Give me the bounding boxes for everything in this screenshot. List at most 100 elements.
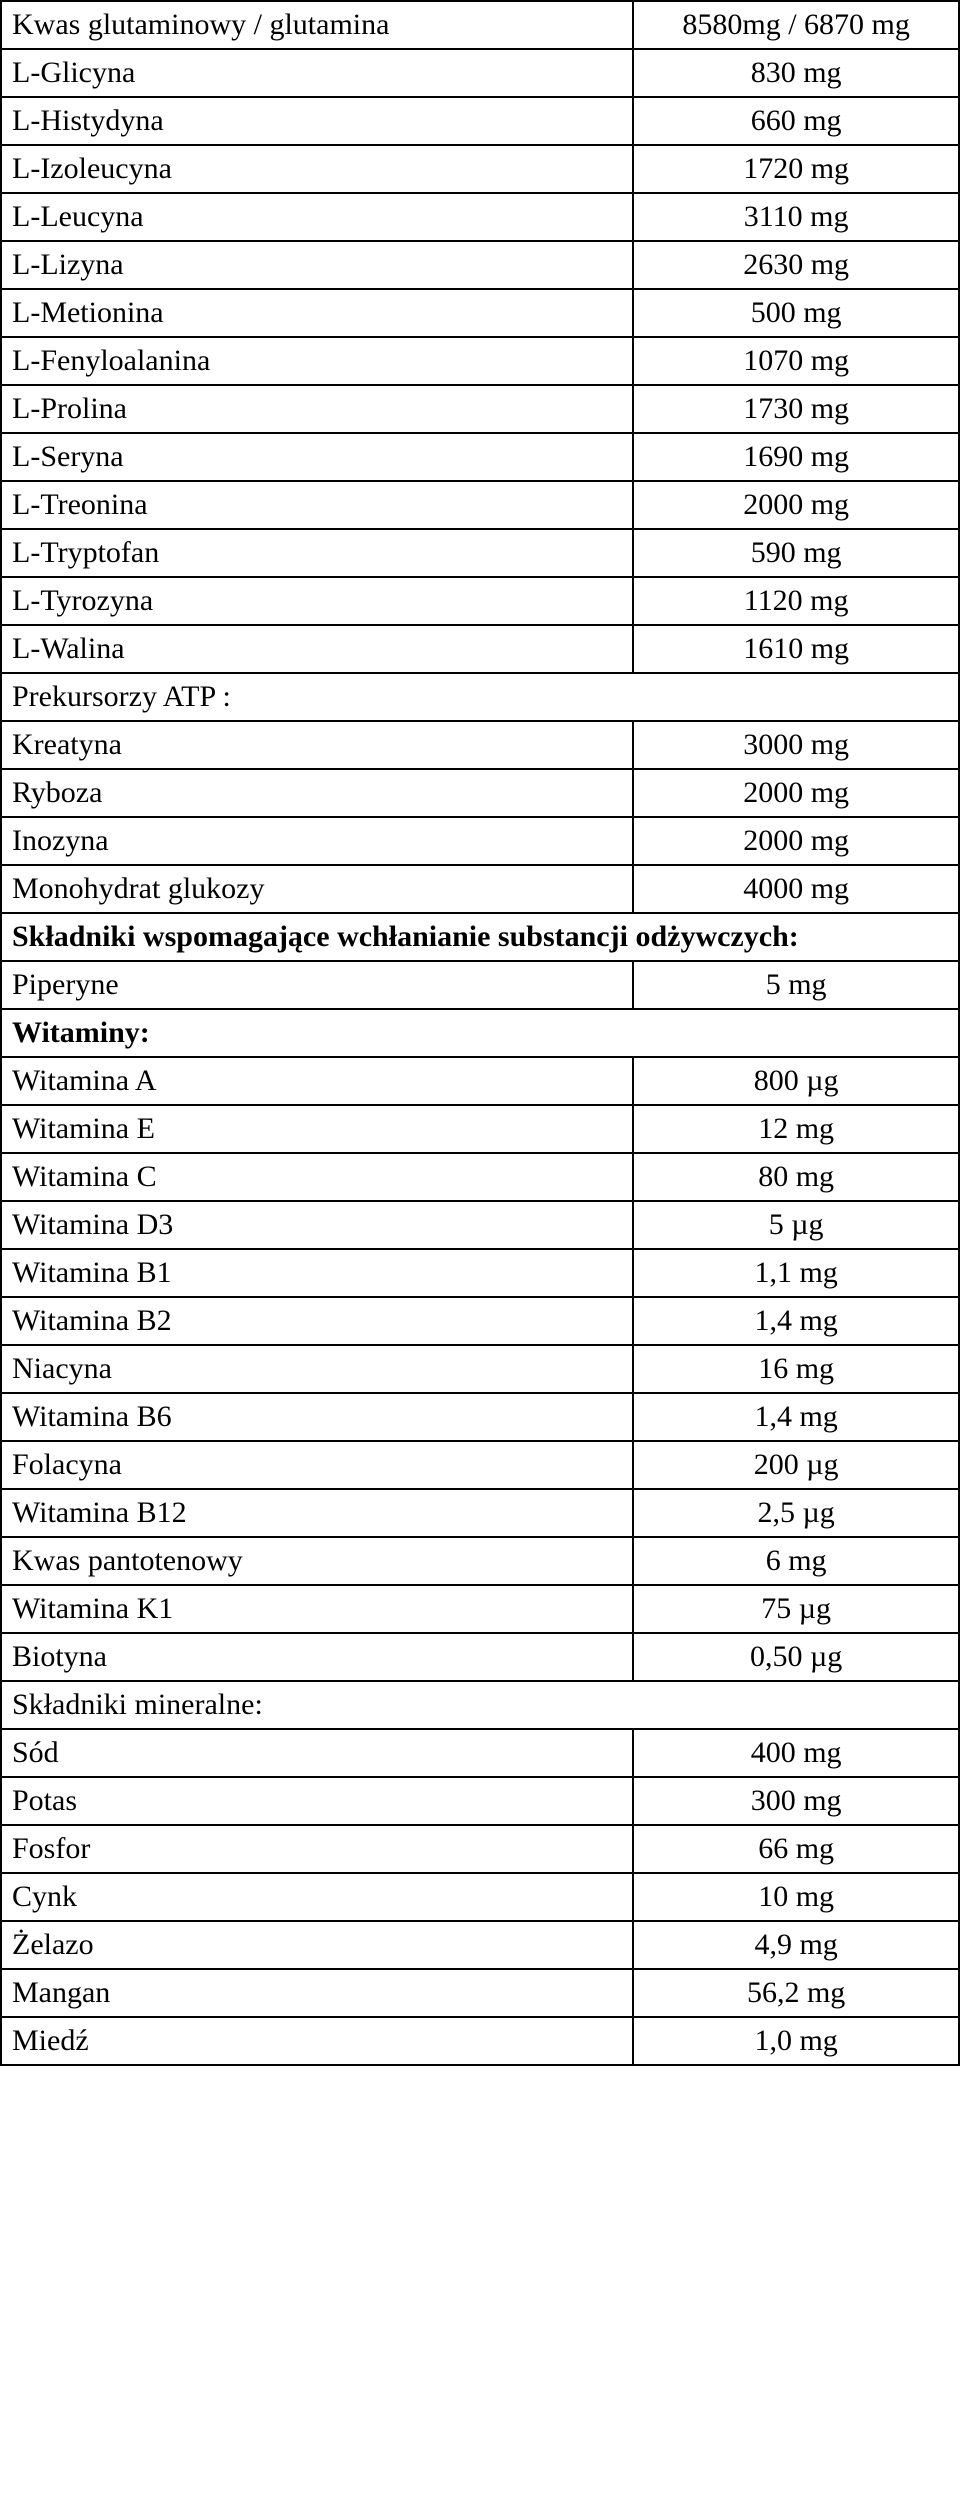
table-body: Kwas glutaminowy / glutamina8580mg / 687…: [1, 1, 959, 2065]
ingredient-name: Sód: [1, 1729, 633, 1777]
ingredient-name: Miedź: [1, 2017, 633, 2065]
ingredient-amount: 1730 mg: [633, 385, 959, 433]
ingredient-name: L-Fenyloalanina: [1, 337, 633, 385]
ingredient-name: L-Metionina: [1, 289, 633, 337]
table-row: Inozyna2000 mg: [1, 817, 959, 865]
ingredient-name: L-Walina: [1, 625, 633, 673]
table-row: Prekursorzy ATP :: [1, 673, 959, 721]
ingredient-name: L-Lizyna: [1, 241, 633, 289]
table-row: L-Treonina2000 mg: [1, 481, 959, 529]
table-row: Potas300 mg: [1, 1777, 959, 1825]
table-row: L-Lizyna2630 mg: [1, 241, 959, 289]
table-row: Niacyna16 mg: [1, 1345, 959, 1393]
table-row: L-Histydyna660 mg: [1, 97, 959, 145]
ingredient-amount: 660 mg: [633, 97, 959, 145]
ingredient-amount: 16 mg: [633, 1345, 959, 1393]
ingredient-name: Kwas pantotenowy: [1, 1537, 633, 1585]
ingredient-amount: 300 mg: [633, 1777, 959, 1825]
ingredient-name: Witamina A: [1, 1057, 633, 1105]
table-row: Kwas glutaminowy / glutamina8580mg / 687…: [1, 1, 959, 49]
table-row: Biotyna0,50 µg: [1, 1633, 959, 1681]
table-row: Witamina B61,4 mg: [1, 1393, 959, 1441]
ingredient-amount: 4000 mg: [633, 865, 959, 913]
ingredient-name: Witamina K1: [1, 1585, 633, 1633]
ingredient-amount: 0,50 µg: [633, 1633, 959, 1681]
ingredient-name: Biotyna: [1, 1633, 633, 1681]
ingredient-name: Kreatyna: [1, 721, 633, 769]
table-row: Mangan56,2 mg: [1, 1969, 959, 2017]
section-header: Prekursorzy ATP :: [1, 673, 959, 721]
ingredient-name: Potas: [1, 1777, 633, 1825]
ingredient-name: L-Seryna: [1, 433, 633, 481]
ingredient-amount: 1690 mg: [633, 433, 959, 481]
ingredient-amount: 1120 mg: [633, 577, 959, 625]
table-row: Monohydrat glukozy4000 mg: [1, 865, 959, 913]
ingredient-amount: 590 mg: [633, 529, 959, 577]
ingredient-name: L-Glicyna: [1, 49, 633, 97]
table-row: Składniki mineralne:: [1, 1681, 959, 1729]
ingredient-amount: 56,2 mg: [633, 1969, 959, 2017]
ingredient-name: L-Prolina: [1, 385, 633, 433]
table-row: L-Tryptofan590 mg: [1, 529, 959, 577]
ingredient-amount: 12 mg: [633, 1105, 959, 1153]
ingredient-amount: 830 mg: [633, 49, 959, 97]
ingredient-name: L-Tryptofan: [1, 529, 633, 577]
table-row: Witamina B122,5 µg: [1, 1489, 959, 1537]
table-row: Witamina D35 µg: [1, 1201, 959, 1249]
ingredient-name: Kwas glutaminowy / glutamina: [1, 1, 633, 49]
table-row: L-Leucyna3110 mg: [1, 193, 959, 241]
table-row: Ryboza2000 mg: [1, 769, 959, 817]
ingredient-amount: 200 µg: [633, 1441, 959, 1489]
ingredient-amount: 2000 mg: [633, 481, 959, 529]
ingredient-name: L-Treonina: [1, 481, 633, 529]
ingredient-amount: 1,4 mg: [633, 1297, 959, 1345]
table-row: Witamina E12 mg: [1, 1105, 959, 1153]
table-row: Folacyna200 µg: [1, 1441, 959, 1489]
table-row: L-Prolina1730 mg: [1, 385, 959, 433]
ingredient-name: Mangan: [1, 1969, 633, 2017]
ingredient-amount: 2630 mg: [633, 241, 959, 289]
ingredient-amount: 1070 mg: [633, 337, 959, 385]
ingredient-name: Witamina B2: [1, 1297, 633, 1345]
table-row: Kwas pantotenowy6 mg: [1, 1537, 959, 1585]
table-row: Witaminy:: [1, 1009, 959, 1057]
ingredient-amount: 500 mg: [633, 289, 959, 337]
table-row: L-Tyrozyna1120 mg: [1, 577, 959, 625]
ingredient-name: Inozyna: [1, 817, 633, 865]
ingredient-amount: 1610 mg: [633, 625, 959, 673]
ingredient-name: Fosfor: [1, 1825, 633, 1873]
table-row: Żelazo4,9 mg: [1, 1921, 959, 1969]
ingredient-name: Witamina B1: [1, 1249, 633, 1297]
section-header: Składniki wspomagające wchłanianie subst…: [1, 913, 959, 961]
ingredient-amount: 66 mg: [633, 1825, 959, 1873]
ingredient-name: Żelazo: [1, 1921, 633, 1969]
ingredient-name: L-Izoleucyna: [1, 145, 633, 193]
table-row: Fosfor66 mg: [1, 1825, 959, 1873]
table-row: L-Walina1610 mg: [1, 625, 959, 673]
table-row: Witamina A800 µg: [1, 1057, 959, 1105]
ingredient-name: Witamina C: [1, 1153, 633, 1201]
table-row: Miedź1,0 mg: [1, 2017, 959, 2065]
ingredient-amount: 1720 mg: [633, 145, 959, 193]
ingredient-amount: 2000 mg: [633, 817, 959, 865]
ingredient-amount: 6 mg: [633, 1537, 959, 1585]
ingredient-name: Cynk: [1, 1873, 633, 1921]
ingredient-name: Witamina E: [1, 1105, 633, 1153]
table-row: Sód400 mg: [1, 1729, 959, 1777]
ingredient-name: Folacyna: [1, 1441, 633, 1489]
ingredient-name: Ryboza: [1, 769, 633, 817]
ingredient-amount: 1,4 mg: [633, 1393, 959, 1441]
section-header: Składniki mineralne:: [1, 1681, 959, 1729]
ingredient-amount: 400 mg: [633, 1729, 959, 1777]
ingredient-amount: 5 µg: [633, 1201, 959, 1249]
ingredient-name: Witamina B12: [1, 1489, 633, 1537]
ingredient-name: Piperyne: [1, 961, 633, 1009]
ingredient-amount: 3000 mg: [633, 721, 959, 769]
table-row: Kreatyna3000 mg: [1, 721, 959, 769]
table-row: L-Izoleucyna1720 mg: [1, 145, 959, 193]
ingredient-amount: 10 mg: [633, 1873, 959, 1921]
ingredient-amount: 2000 mg: [633, 769, 959, 817]
ingredient-amount: 1,1 mg: [633, 1249, 959, 1297]
ingredient-amount: 3110 mg: [633, 193, 959, 241]
ingredient-amount: 5 mg: [633, 961, 959, 1009]
